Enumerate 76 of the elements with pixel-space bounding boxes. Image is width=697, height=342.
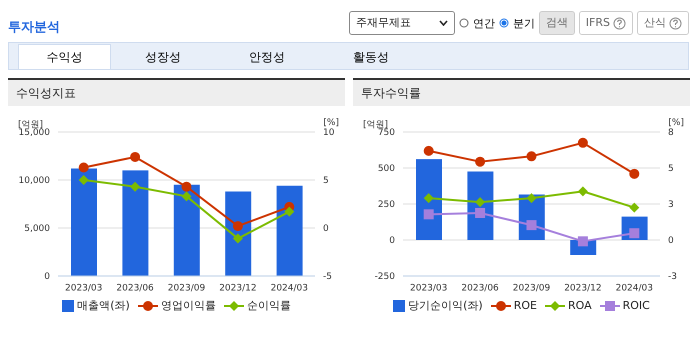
point (182, 191, 192, 202)
y2-tick-label: 0 (668, 236, 674, 246)
point (424, 193, 434, 204)
x-tick-label: 2023/06 (116, 283, 154, 294)
y2-tick-label: 10 (323, 128, 335, 138)
legend-label: 순이익률 (246, 298, 291, 313)
point (232, 221, 243, 232)
point (629, 202, 640, 213)
text: 연간 (472, 16, 495, 30)
point (232, 234, 243, 244)
point (475, 156, 486, 167)
x-tick-label: 2023/03 (65, 283, 102, 294)
y2-axis-title: [%] (323, 118, 339, 128)
y2-tick-label: 5 (323, 176, 329, 186)
y-tick-label: 750 (378, 128, 396, 138)
legend-label: ROE (512, 298, 537, 313)
point (424, 146, 434, 156)
text: 산식 (637, 11, 689, 35)
point (526, 220, 536, 230)
y-tick-label: 0 (44, 272, 50, 282)
point (629, 168, 640, 179)
point (578, 186, 588, 196)
y2-tick-label: 5 (668, 164, 674, 174)
y-axis-title: [억원] (18, 119, 44, 130)
chart-title: 투자수익률 (353, 80, 690, 106)
x-tick-label: 2023/12 (219, 283, 257, 294)
point (475, 197, 486, 208)
point (526, 151, 536, 162)
y2-tick-label: 0 (323, 224, 329, 234)
x-tick-label: 2023/12 (564, 283, 602, 294)
y2-tick-label: 3 (668, 200, 674, 210)
y2-tick-label: -5 (323, 272, 332, 282)
x-tick-label: 2023/06 (461, 283, 500, 294)
point (475, 208, 486, 218)
x-tick-label: 2024/03 (616, 283, 653, 294)
y-axis-title: [억원] (363, 119, 388, 130)
point (424, 209, 434, 220)
legend-label: 매출액(좌) (76, 298, 130, 313)
text: 투자분석 (8, 19, 60, 36)
chart-title: 수익성지표 (8, 80, 345, 106)
y-tick-label: 15,000 (18, 128, 50, 138)
y2-tick-label: -3 (668, 272, 677, 282)
legend-label: ROIC (622, 298, 650, 313)
point (130, 182, 140, 192)
point (526, 193, 536, 204)
x-tick-label: 2023/09 (512, 283, 550, 294)
text: 검색 (538, 11, 575, 35)
text: 수익성 (18, 44, 111, 69)
text: IFRS (578, 11, 633, 35)
bar (416, 159, 442, 240)
point (284, 206, 294, 217)
y-tick-label: -250 (374, 272, 396, 282)
y-tick-label: 0 (389, 236, 396, 246)
x-tick-label: 2023/03 (410, 283, 448, 294)
text: 안정성 (248, 49, 286, 66)
point (578, 138, 588, 148)
legend-label: 당기순이익(좌) (407, 298, 483, 313)
y2-axis-title: [%] (668, 118, 684, 128)
y2-tick-label: 8 (668, 128, 674, 138)
point (78, 175, 89, 185)
y-tick-label: 250 (378, 200, 396, 210)
y-tick-label: 10,000 (18, 176, 50, 186)
point (182, 182, 192, 192)
y-tick-label: 500 (378, 164, 396, 174)
x-tick-label: 2024/03 (270, 283, 308, 294)
legend-label: ROA (566, 298, 592, 313)
text: 활동성 (352, 49, 390, 66)
x-tick-label: 2023/09 (168, 283, 206, 294)
legend-label: 영업이익률 (160, 298, 216, 313)
y-tick-label: 5,000 (24, 224, 50, 234)
point (130, 152, 140, 162)
point (578, 236, 588, 246)
point (78, 162, 89, 173)
text: 분기 (512, 16, 535, 30)
text: 성장성 (144, 49, 182, 66)
text: 주재무제표 (348, 11, 455, 35)
